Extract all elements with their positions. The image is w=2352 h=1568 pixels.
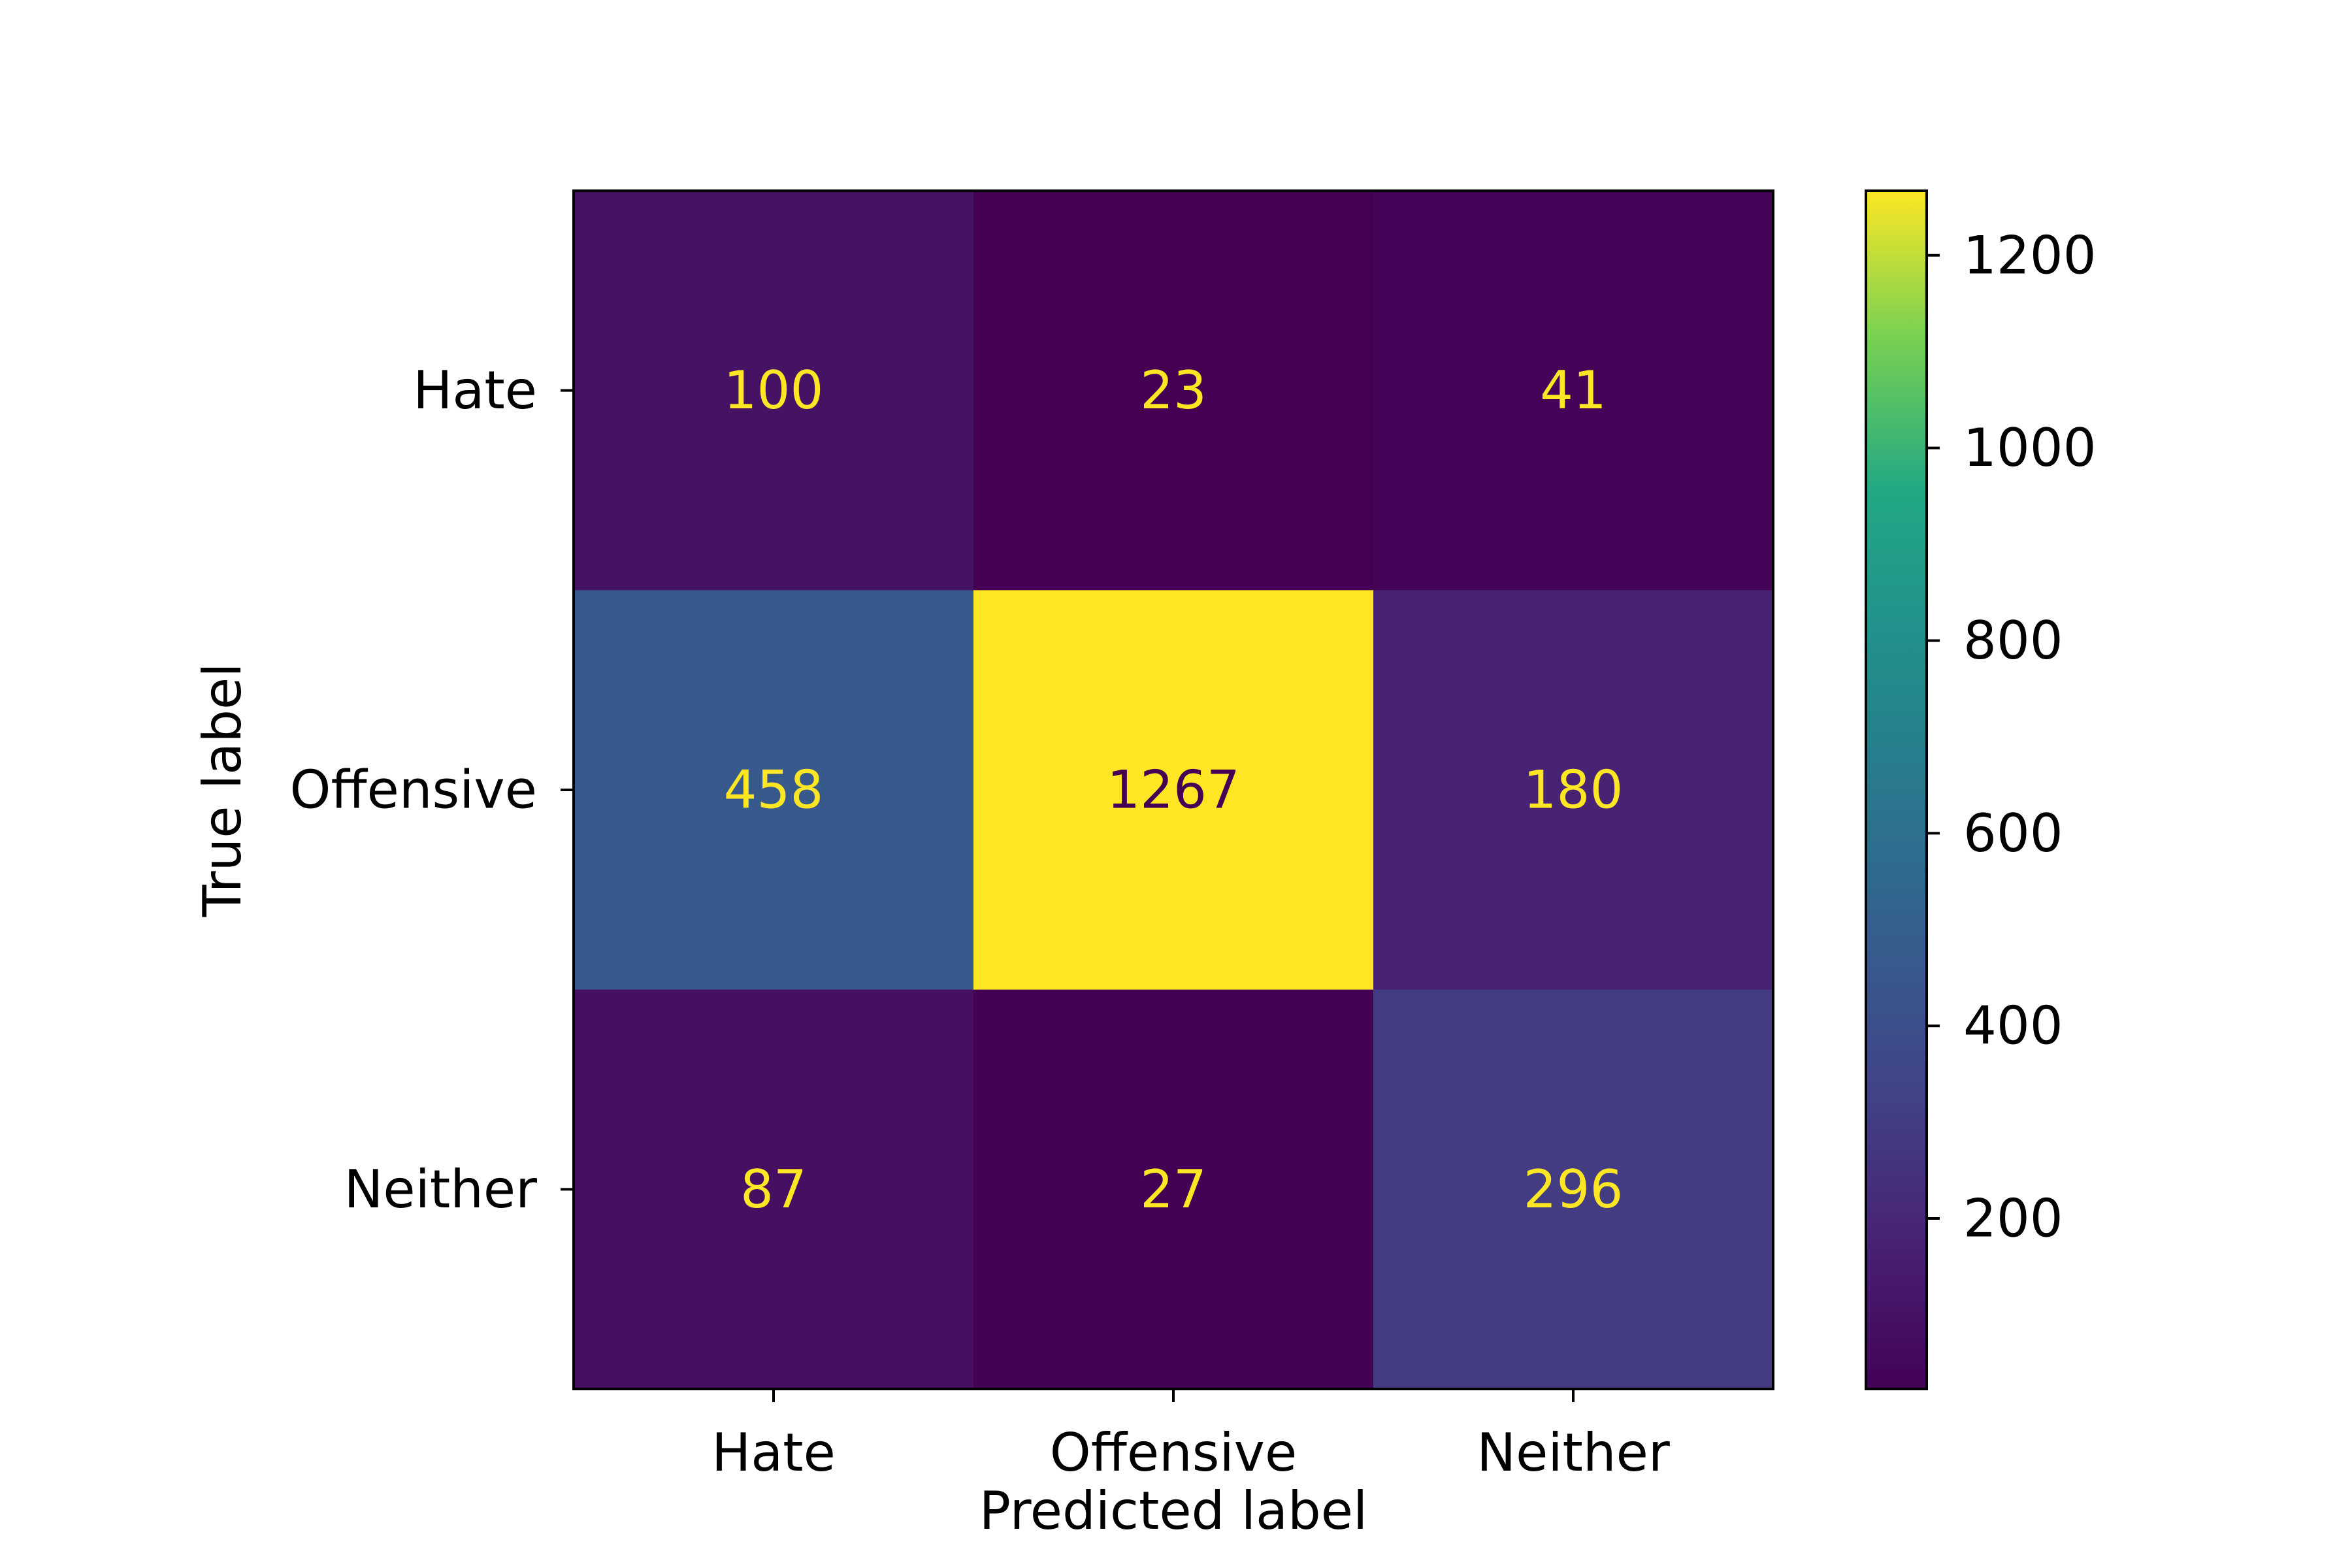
y-tick-label: Neither: [344, 1159, 538, 1220]
heatmap-cell: [973, 989, 1374, 1390]
cell-value-label: 296: [1524, 1159, 1624, 1220]
x-tick-label: Hate: [711, 1422, 836, 1483]
cell-value-label: 180: [1524, 760, 1624, 821]
colorbar-ticks: 200 400 600 800 1000 1200: [1927, 225, 2097, 1249]
heatmap-cell: [574, 191, 974, 591]
colorbar-tick-label: 1000: [1963, 417, 2097, 478]
x-axis-ticks: Hate Offensive Neither: [711, 1389, 1670, 1483]
colorbar-tick-label: 200: [1963, 1188, 2063, 1249]
heatmap-cell: [1373, 590, 1774, 990]
x-axis-label: Predicted label: [979, 1480, 1367, 1541]
colorbar: [1866, 191, 1927, 1389]
heatmap-cell: [973, 590, 1374, 990]
heatmap-cell: [574, 590, 974, 990]
cell-value-label: 100: [724, 360, 824, 421]
cell-value-label: 41: [1540, 360, 1607, 421]
cell-value-label: 458: [724, 760, 824, 821]
heatmap-cell: [1373, 191, 1774, 591]
y-axis-ticks: Hate Offensive Neither: [290, 360, 574, 1220]
cell-value-label: 27: [1140, 1159, 1207, 1220]
heatmap-cell: [973, 191, 1374, 591]
y-tick-label: Offensive: [290, 760, 537, 821]
cell-value-label: 87: [740, 1159, 807, 1220]
x-tick-label: Offensive: [1050, 1422, 1297, 1483]
y-axis-label: True label: [192, 663, 253, 918]
colorbar-tick-label: 600: [1963, 803, 2063, 864]
colorbar-frame: [1865, 189, 1928, 1390]
colorbar-tick-label: 1200: [1963, 225, 2097, 286]
heatmap-cells: 100 23 41 458 1267 180 87 27 296: [574, 191, 1774, 1390]
cell-value-label: 23: [1140, 360, 1207, 421]
heatmap-cell: [574, 989, 974, 1390]
heatmap-cell: [1373, 989, 1774, 1390]
cell-value-label: 1267: [1107, 760, 1240, 821]
y-tick-label: Hate: [413, 360, 537, 421]
colorbar-tick-label: 400: [1963, 996, 2063, 1056]
colorbar-tick-label: 800: [1963, 610, 2063, 671]
x-tick-label: Neither: [1477, 1422, 1670, 1483]
